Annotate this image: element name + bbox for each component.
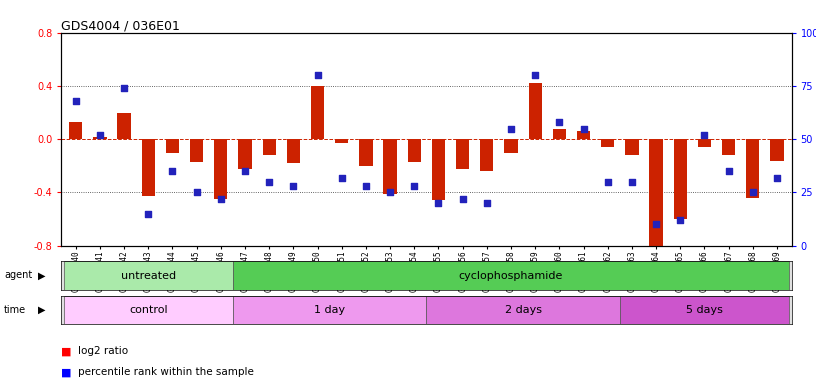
Bar bbox=[577, 131, 590, 139]
Bar bbox=[118, 113, 131, 139]
Point bbox=[287, 183, 300, 189]
Point bbox=[190, 189, 203, 195]
Point bbox=[674, 217, 687, 223]
Point bbox=[93, 132, 106, 138]
Bar bbox=[64, 261, 233, 290]
Bar bbox=[384, 139, 397, 194]
Bar bbox=[601, 139, 614, 147]
Point bbox=[552, 119, 565, 125]
Point bbox=[529, 72, 542, 78]
Text: untreated: untreated bbox=[121, 270, 175, 281]
Bar bbox=[233, 261, 789, 290]
Point bbox=[69, 98, 82, 104]
Point bbox=[215, 196, 228, 202]
Point bbox=[722, 168, 735, 174]
Bar bbox=[529, 83, 542, 139]
Bar bbox=[142, 139, 155, 197]
Bar bbox=[359, 139, 373, 166]
Point bbox=[770, 174, 783, 180]
Bar bbox=[190, 139, 203, 162]
Bar bbox=[552, 129, 566, 139]
Point bbox=[142, 211, 155, 217]
Point bbox=[650, 221, 663, 227]
Point bbox=[335, 174, 348, 180]
Text: 2 days: 2 days bbox=[504, 305, 542, 315]
Point bbox=[408, 183, 421, 189]
Text: ▶: ▶ bbox=[38, 305, 46, 315]
Point bbox=[504, 126, 517, 132]
Point bbox=[481, 200, 494, 206]
Bar bbox=[625, 139, 639, 155]
Bar bbox=[650, 139, 663, 246]
Point bbox=[263, 179, 276, 185]
Bar bbox=[504, 139, 517, 152]
Bar bbox=[432, 139, 445, 200]
Point bbox=[238, 168, 251, 174]
Text: control: control bbox=[129, 305, 167, 315]
Bar bbox=[263, 139, 276, 155]
Point bbox=[577, 126, 590, 132]
Text: ■: ■ bbox=[61, 367, 72, 377]
Bar bbox=[408, 139, 421, 162]
Bar bbox=[746, 139, 760, 198]
Bar bbox=[64, 296, 233, 324]
Bar bbox=[770, 139, 783, 161]
Text: ▶: ▶ bbox=[38, 270, 46, 280]
Text: agent: agent bbox=[4, 270, 33, 280]
Point bbox=[118, 85, 131, 91]
Bar bbox=[166, 139, 179, 152]
Text: GDS4004 / 036E01: GDS4004 / 036E01 bbox=[61, 20, 180, 33]
Point bbox=[698, 132, 711, 138]
Bar bbox=[674, 139, 687, 219]
Bar bbox=[233, 296, 426, 324]
Bar bbox=[93, 137, 107, 139]
Bar bbox=[311, 86, 324, 139]
Bar bbox=[480, 139, 494, 171]
Text: percentile rank within the sample: percentile rank within the sample bbox=[78, 367, 254, 377]
Bar bbox=[698, 139, 711, 147]
Text: time: time bbox=[4, 305, 26, 315]
Bar bbox=[620, 296, 789, 324]
Text: ■: ■ bbox=[61, 346, 72, 356]
Bar bbox=[722, 139, 735, 155]
Point bbox=[747, 189, 760, 195]
Text: log2 ratio: log2 ratio bbox=[78, 346, 127, 356]
Text: cyclophosphamide: cyclophosphamide bbox=[459, 270, 563, 281]
Point bbox=[384, 189, 397, 195]
Point bbox=[432, 200, 445, 206]
Bar bbox=[335, 139, 348, 143]
Text: 1 day: 1 day bbox=[314, 305, 345, 315]
Bar bbox=[456, 139, 469, 169]
Point bbox=[359, 183, 372, 189]
Point bbox=[625, 179, 638, 185]
Bar bbox=[69, 122, 82, 139]
Point bbox=[166, 168, 179, 174]
Point bbox=[601, 179, 614, 185]
Bar bbox=[238, 139, 251, 169]
Bar bbox=[214, 139, 228, 199]
Point bbox=[311, 72, 324, 78]
Point bbox=[456, 196, 469, 202]
Bar bbox=[426, 296, 620, 324]
Text: 5 days: 5 days bbox=[686, 305, 723, 315]
Bar bbox=[286, 139, 300, 163]
